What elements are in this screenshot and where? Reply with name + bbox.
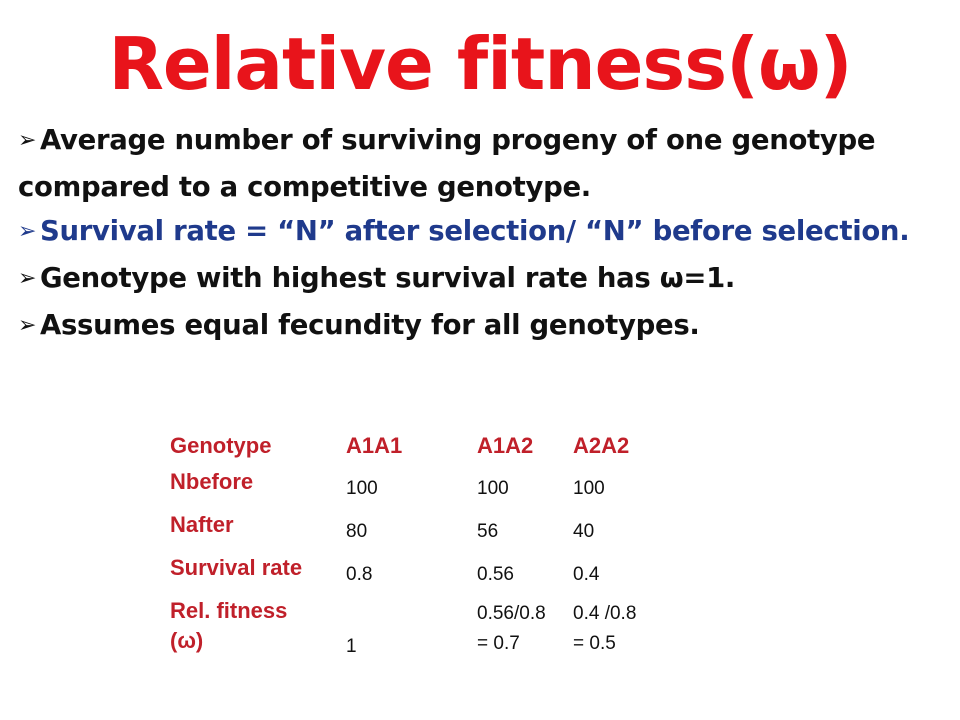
rel-fitness-label: Rel. fitness	[170, 598, 288, 623]
row-label-survival-rate: Survival rate	[170, 555, 303, 580]
header-a1a1: A1A1	[346, 433, 403, 458]
table-header-row: Genotype A1A1 A1A2 A2A2	[164, 429, 673, 467]
cell-value: 0.56/0.8 = 0.7	[477, 596, 573, 662]
bullet-item: ➢ Survival rate = “N” after selection/ “N…	[18, 209, 948, 256]
cell-value: 40	[573, 521, 595, 542]
cell-value: 100	[346, 478, 378, 499]
bullet-item: ➢ Genotype with highest survival rate has…	[18, 256, 948, 303]
bullet-text: Assumes equal fecundity for all genotype…	[40, 309, 700, 341]
header-genotype: Genotype	[170, 433, 272, 458]
arrow-bullet-icon: ➢	[18, 128, 37, 153]
bullet-text-continued: compared to a competitive genotype.	[18, 171, 591, 203]
header-a1a2: A1A2	[477, 433, 534, 458]
table-row: Nbefore 100 100 100	[164, 467, 673, 510]
fitness-a2a2-result: = 0.5	[573, 633, 616, 654]
cell-value: 80	[346, 521, 368, 542]
slide-title: Relative fitness(ω)	[108, 22, 852, 106]
row-label-nbefore: Nbefore	[170, 469, 254, 494]
row-label-rel-fitness: Rel. fitness (ω)	[164, 596, 346, 662]
bullet-text: Average number of surviving progeny of o…	[40, 124, 876, 156]
header-a2a2: A2A2	[573, 433, 630, 458]
fitness-a1a2-result: = 0.7	[477, 633, 520, 654]
bullet-text: Survival rate = “N” after selection/ “N”…	[40, 215, 910, 247]
bullet-item: ➢ Assumes equal fecundity for all genotyp…	[18, 303, 948, 350]
bullet-text: Genotype with highest survival rate has …	[40, 262, 736, 294]
cell-value: 0.56	[477, 564, 514, 585]
table-row: Survival rate 0.8 0.56 0.4	[164, 553, 673, 596]
fitness-a1a2-calc: 0.56/0.8	[477, 603, 546, 624]
arrow-bullet-icon: ➢	[18, 313, 37, 338]
row-label-nafter: Nafter	[170, 512, 234, 537]
fitness-a2a2-calc: 0.4 /0.8	[573, 603, 637, 624]
cell-value: 0 1	[346, 596, 477, 662]
table-row: Rel. fitness (ω) 0 1 0.56/0.8 = 0.7 0.4 …	[164, 596, 673, 662]
fitness-table: Genotype A1A1 A1A2 A2A2 Nbefore 100 100 …	[164, 429, 673, 662]
cell-value: 56	[477, 521, 499, 542]
table-row: Nafter 80 56 40	[164, 510, 673, 553]
omega-label: (ω)	[170, 628, 204, 653]
cell-value: 0.8	[346, 564, 373, 585]
arrow-bullet-icon: ➢	[18, 266, 37, 291]
cell-value: 0.4	[573, 564, 600, 585]
cell-value: 100	[573, 478, 605, 499]
bullet-list: ➢ Average number of surviving progeny of …	[18, 118, 948, 350]
cell-value: 100	[477, 478, 509, 499]
bullet-item: ➢ Average number of surviving progeny of …	[18, 118, 948, 209]
cell-value: 0.4 /0.8 = 0.5	[573, 596, 673, 662]
arrow-bullet-icon: ➢	[18, 219, 37, 244]
fitness-a1a1: 1	[346, 636, 357, 657]
